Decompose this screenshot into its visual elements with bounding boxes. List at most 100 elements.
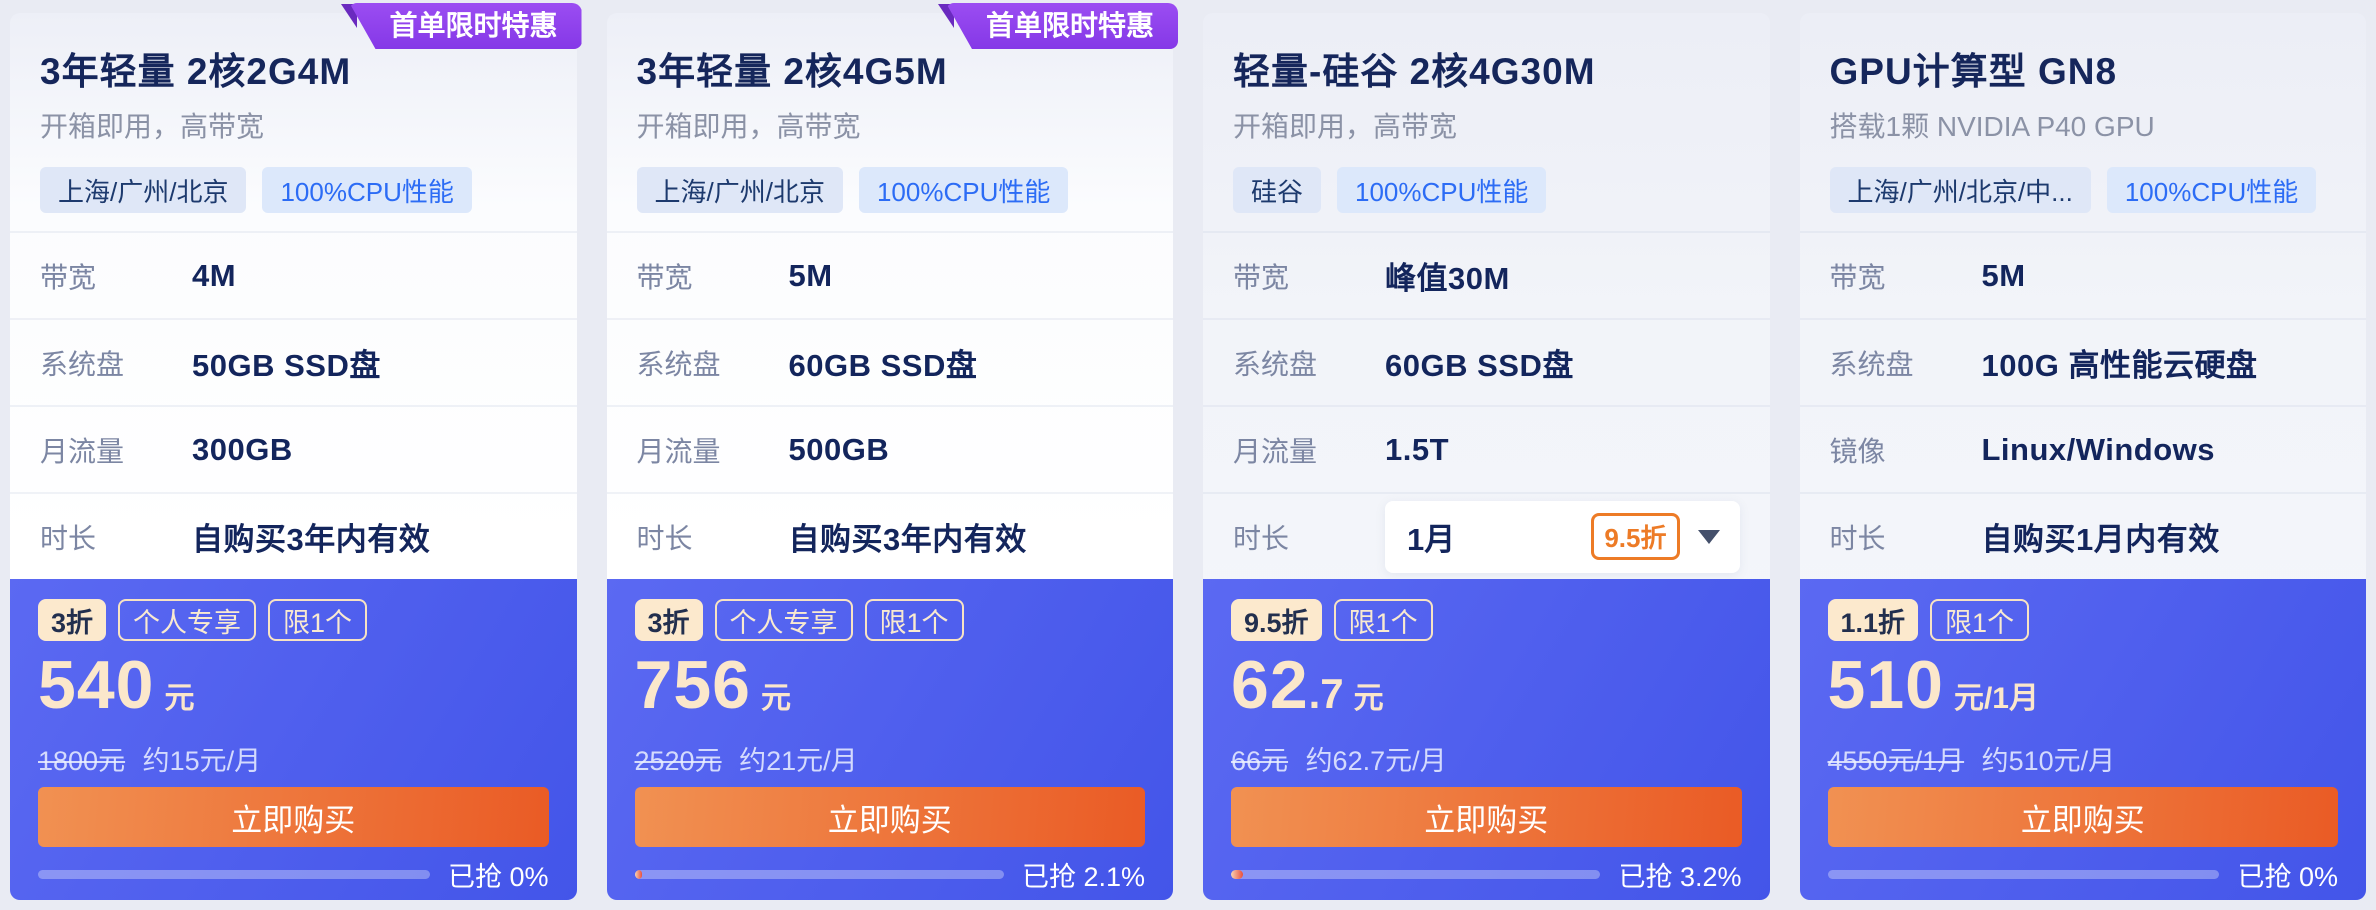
sold-label: 已抢 0% xyxy=(447,862,549,892)
deal-badge-row: 1.1折 限1个 xyxy=(1827,599,2339,641)
sold-progress-fill xyxy=(1231,870,1243,879)
spec-table: 带宽 峰值30M 系统盘 60GB SSD盘 月流量 1.5T 时长 1月 9.… xyxy=(1203,231,1770,579)
card-title: GPU计算型 GN8 xyxy=(1829,51,2118,92)
buy-now-button[interactable]: 立即购买 xyxy=(38,787,549,847)
sold-progress-bar xyxy=(38,870,430,879)
spec-row-bandwidth: 带宽 峰值30M xyxy=(1203,231,1770,318)
price: 756 元 xyxy=(634,647,791,723)
product-card-4: GPU计算型 GN8 搭载1颗 NVIDIA P40 GPU 上海/广州/北京/… xyxy=(1799,13,2367,900)
card-subtitle: 开箱即用，高带宽 xyxy=(1233,111,1458,142)
spec-table: 带宽 5M 系统盘 100G 高性能云硬盘 镜像 Linux/Windows 时… xyxy=(1799,231,2366,579)
card-subtitle: 搭载1颗 NVIDIA P40 GPU xyxy=(1829,111,2155,142)
spec-row-bandwidth: 带宽 5M xyxy=(606,231,1173,318)
deal-badge-row: 3折 个人专享 限1个 xyxy=(38,599,549,641)
region-tag: 上海/广州/北京 xyxy=(636,167,843,213)
duration-discount-badge: 9.5折 xyxy=(1591,513,1680,560)
duration-dropdown[interactable]: 1月 9.5折 xyxy=(1385,500,1740,573)
limit-badge: 限1个 xyxy=(864,599,964,641)
cpu-performance-tag: 100%CPU性能 xyxy=(262,167,472,213)
spec-row-disk: 系统盘 60GB SSD盘 xyxy=(606,318,1173,405)
discount-badge: 9.5折 xyxy=(1231,599,1322,641)
card-header: 3年轻量 2核4G5M 开箱即用，高带宽 上海/广州/北京 100%CPU性能 xyxy=(607,13,1174,213)
tag-row: 上海/广州/北京 100%CPU性能 xyxy=(40,167,547,213)
sold-progress: 已抢 2.1% xyxy=(634,861,1145,892)
limit-badge: 限1个 xyxy=(1333,599,1433,641)
spec-row-bandwidth: 带宽 5M xyxy=(1799,231,2366,318)
buy-now-button[interactable]: 立即购买 xyxy=(634,787,1145,847)
cpu-performance-tag: 100%CPU性能 xyxy=(2106,167,2317,213)
product-card-3: 轻量-硅谷 2核4G30M 开箱即用，高带宽 硅谷 100%CPU性能 带宽 峰… xyxy=(1203,13,1770,900)
limit-badge: 限1个 xyxy=(1930,599,2030,641)
card-header: 轻量-硅谷 2核4G30M 开箱即用，高带宽 硅谷 100%CPU性能 xyxy=(1203,13,1770,213)
deal-badge-row: 9.5折 限1个 xyxy=(1231,599,1742,641)
card-subtitle: 开箱即用，高带宽 xyxy=(40,111,265,142)
original-price: 2520元 约21元/月 xyxy=(634,746,858,776)
spec-table: 带宽 4M 系统盘 50GB SSD盘 月流量 300GB 时长 自购买3年内有… xyxy=(10,231,577,579)
discount-badge: 3折 xyxy=(38,599,107,641)
promo-ribbon: 首单限时特惠 xyxy=(937,3,1178,49)
original-price: 4550元/1月 约510元/月 xyxy=(1827,746,2116,776)
card-title: 3年轻量 2核4G5M xyxy=(636,51,948,92)
sold-progress-bar xyxy=(1827,870,2220,879)
buy-now-button[interactable]: 立即购买 xyxy=(1827,787,2338,847)
discount-badge: 3折 xyxy=(634,599,703,641)
tag-row: 硅谷 100%CPU性能 xyxy=(1233,167,1740,213)
sold-progress: 已抢 0% xyxy=(1827,861,2338,892)
product-card-2: 首单限时特惠 3年轻量 2核4G5M 开箱即用，高带宽 上海/广州/北京 100… xyxy=(606,3,1178,900)
tag-row: 上海/广州/北京 100%CPU性能 xyxy=(636,167,1144,213)
cpu-performance-tag: 100%CPU性能 xyxy=(1337,167,1547,213)
spec-row-disk: 系统盘 50GB SSD盘 xyxy=(10,318,577,405)
spec-row-duration: 时长 自购买3年内有效 xyxy=(10,492,577,579)
sold-progress: 已抢 0% xyxy=(38,861,549,892)
spec-row-duration: 时长 自购买3年内有效 xyxy=(606,492,1173,579)
price: 62 .7 元 xyxy=(1231,647,1384,723)
discount-badge: 1.1折 xyxy=(1827,599,1919,641)
promo-ribbon-label: 首单限时特惠 xyxy=(945,3,1178,49)
chevron-down-icon xyxy=(1697,529,1720,544)
original-price: 1800元 约15元/月 xyxy=(38,746,262,776)
card-header: GPU计算型 GN8 搭载1颗 NVIDIA P40 GPU 上海/广州/北京/… xyxy=(1800,13,2367,213)
sold-label: 已抢 2.1% xyxy=(1021,862,1145,892)
promo-ribbon-label: 首单限时特惠 xyxy=(349,3,582,49)
duration-value: 1月 xyxy=(1407,522,1456,557)
personal-badge: 个人专享 xyxy=(118,599,257,641)
deal-panel: 1.1折 限1个 510 元/1月 4550元/1月 约510元/月 立即购买 … xyxy=(1799,579,2366,900)
original-price: 66元 约62.7元/月 xyxy=(1231,746,1447,776)
sold-label: 已抢 0% xyxy=(2237,862,2338,892)
spec-table: 带宽 5M 系统盘 60GB SSD盘 月流量 500GB 时长 自购买3年内有… xyxy=(606,231,1173,579)
deal-badge-row: 3折 个人专享 限1个 xyxy=(634,599,1146,641)
limit-badge: 限1个 xyxy=(268,599,368,641)
region-tag: 上海/广州/北京/中... xyxy=(1829,167,2091,213)
personal-badge: 个人专享 xyxy=(714,599,853,641)
tag-row: 上海/广州/北京/中... 100%CPU性能 xyxy=(1829,167,2337,213)
card-subtitle: 开箱即用，高带宽 xyxy=(636,111,861,142)
card-title: 轻量-硅谷 2核4G30M xyxy=(1233,51,1596,92)
spec-row-duration: 时长 1月 9.5折 xyxy=(1203,492,1770,579)
spec-row-bandwidth: 带宽 4M xyxy=(10,231,577,318)
sold-progress-bar xyxy=(1231,870,1601,879)
card-header: 3年轻量 2核2G4M 开箱即用，高带宽 上海/广州/北京 100%CPU性能 xyxy=(10,13,577,213)
deal-panel: 3折 个人专享 限1个 756 元 2520元 约21元/月 立即购买 已抢 2… xyxy=(606,579,1173,900)
card-title: 3年轻量 2核2G4M xyxy=(40,51,352,92)
sold-label: 已抢 3.2% xyxy=(1618,862,1742,892)
buy-now-button[interactable]: 立即购买 xyxy=(1231,787,1742,847)
spec-row-image: 镜像 Linux/Windows xyxy=(1799,405,2366,492)
sold-progress-fill xyxy=(634,870,643,879)
price: 540 元 xyxy=(38,647,195,723)
product-card-1: 首单限时特惠 3年轻量 2核2G4M 开箱即用，高带宽 上海/广州/北京 100… xyxy=(10,3,582,900)
region-tag: 上海/广州/北京 xyxy=(40,167,247,213)
price: 510 元/1月 xyxy=(1827,647,2040,723)
spec-row-traffic: 月流量 300GB xyxy=(10,405,577,492)
promo-ribbon: 首单限时特惠 xyxy=(341,3,582,49)
cpu-performance-tag: 100%CPU性能 xyxy=(858,167,1069,213)
deal-panel: 9.5折 限1个 62 .7 元 66元 约62.7元/月 立即购买 已抢 3.… xyxy=(1203,579,1770,900)
sold-progress: 已抢 3.2% xyxy=(1231,861,1742,892)
spec-row-duration: 时长 自购买1月内有效 xyxy=(1799,492,2366,579)
deal-panel: 3折 个人专享 限1个 540 元 1800元 约15元/月 立即购买 已抢 0… xyxy=(10,579,577,900)
spec-row-disk: 系统盘 100G 高性能云硬盘 xyxy=(1799,318,2366,405)
region-tag: 硅谷 xyxy=(1233,167,1322,213)
spec-row-traffic: 月流量 1.5T xyxy=(1203,405,1770,492)
spec-row-traffic: 月流量 500GB xyxy=(606,405,1173,492)
spec-row-disk: 系统盘 60GB SSD盘 xyxy=(1203,318,1770,405)
